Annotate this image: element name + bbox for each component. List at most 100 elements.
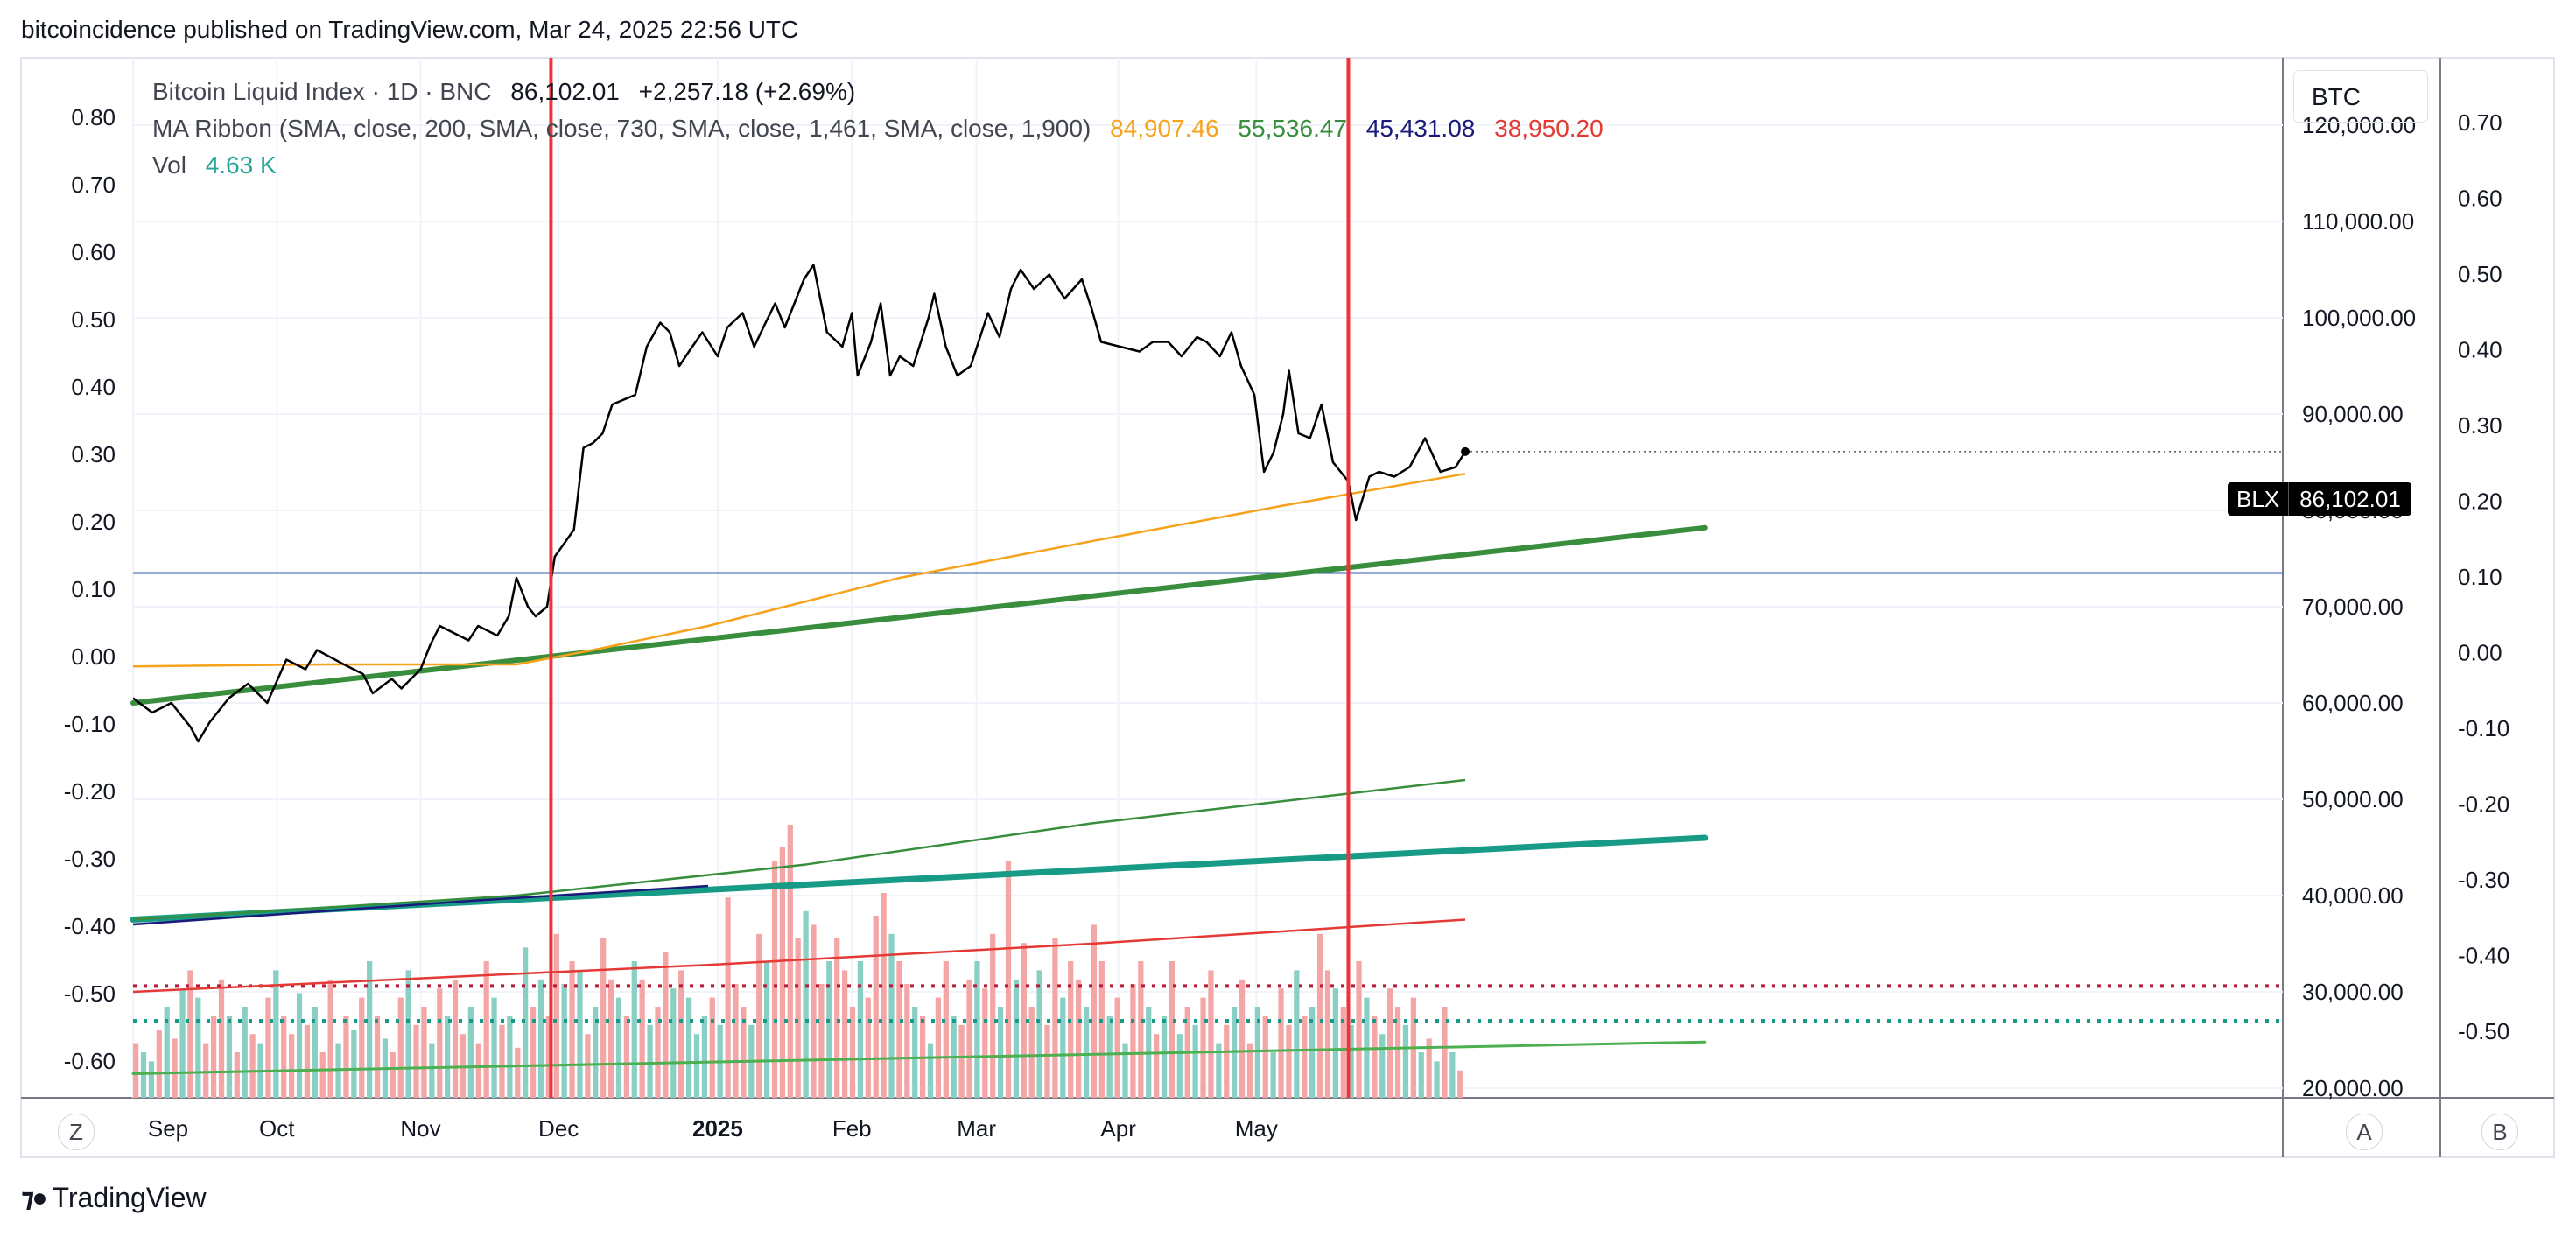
volume-bar	[553, 933, 559, 1098]
price-line	[132, 264, 1467, 743]
volume-bar	[148, 1061, 155, 1098]
volume-bar	[811, 924, 817, 1098]
volume-bar	[881, 893, 887, 1098]
zoom-reset-button[interactable]: Z	[58, 1114, 95, 1150]
volume-bar	[312, 1007, 318, 1098]
legend-symbol[interactable]: Bitcoin Liquid Index · 1D · BNC	[152, 78, 492, 105]
volume-bar	[1434, 1061, 1440, 1098]
volume-bar	[1387, 988, 1393, 1098]
left-tick-label: -0.20	[64, 778, 116, 805]
scale-b-button[interactable]: B	[2481, 1114, 2518, 1150]
volume-bar	[390, 1052, 396, 1098]
volume-bar	[429, 1043, 435, 1098]
volume-bar	[693, 1034, 700, 1098]
legend-ma-row: MA Ribbon (SMA, close, 200, SMA, close, …	[152, 115, 1616, 143]
tradingview-brand: TradingView	[52, 1182, 207, 1213]
volume-bar	[367, 961, 373, 1098]
volume-bar	[685, 997, 692, 1098]
vertical-markers	[549, 58, 1351, 1098]
volume-bar	[1340, 1007, 1346, 1098]
volume-bar	[763, 961, 770, 1098]
volume-bar	[374, 1016, 381, 1098]
volume-bar	[1302, 1016, 1308, 1098]
ma-ribbon	[132, 472, 1466, 994]
volume-bar	[1200, 997, 1206, 1098]
volume-bar	[1224, 1024, 1230, 1098]
volume-bar	[1418, 1052, 1424, 1098]
volume-bar	[1169, 961, 1176, 1098]
volume-bar	[289, 1034, 295, 1098]
volume-bar	[1348, 1024, 1354, 1098]
volume-bar	[607, 979, 614, 1098]
volume-bar	[1028, 1007, 1035, 1098]
ma-line	[132, 918, 1466, 994]
volume-bar	[351, 1030, 357, 1098]
far-right-tick-label: 0.40	[2458, 337, 2502, 363]
volume-bar	[741, 1007, 747, 1098]
trend-line	[131, 1040, 1707, 1075]
volume-bar	[1442, 1007, 1448, 1098]
volume-bar	[234, 1052, 240, 1098]
volume-bar	[701, 1016, 707, 1098]
ma-line	[132, 472, 1466, 668]
price-series	[132, 264, 2283, 743]
left-tick-label: -0.40	[64, 913, 116, 939]
far-right-tick-label: -0.40	[2458, 943, 2509, 969]
tradingview-mark-icon: ⁊●	[21, 1184, 47, 1212]
volume-bar	[359, 997, 365, 1098]
legend-ma-label[interactable]: MA Ribbon (SMA, close, 200, SMA, close, …	[152, 115, 1091, 142]
volume-bar	[958, 1024, 965, 1098]
volume-bar	[1098, 961, 1105, 1098]
last-price-tag: BLX 86,102.01	[2228, 482, 2411, 516]
time-tick-label: May	[1235, 1115, 1278, 1142]
currency-label[interactable]: BTC	[2293, 70, 2428, 123]
volume-bar	[1309, 1007, 1316, 1098]
legend-vol-label[interactable]: Vol	[152, 151, 186, 179]
price-tick-label: 100,000.00	[2302, 305, 2416, 331]
price-tick-label: 70,000.00	[2302, 594, 2404, 620]
volume-bar	[1426, 1038, 1432, 1098]
volume-bar	[1076, 979, 1082, 1098]
volume-bar	[577, 970, 583, 1098]
volume-bar	[1091, 924, 1098, 1098]
legend-ma-value-4: 38,950.20	[1494, 115, 1604, 142]
volume-bar	[273, 970, 279, 1098]
volume-bar	[452, 979, 459, 1098]
volume-bar	[1106, 1016, 1113, 1098]
volume-bar	[818, 984, 825, 1098]
volume-bar	[779, 847, 786, 1098]
volume-bar	[265, 997, 271, 1098]
volume-bar	[304, 1024, 311, 1098]
left-tick-label: -0.50	[64, 980, 116, 1007]
volume-bar	[133, 1043, 139, 1098]
left-tick-label: 0.10	[71, 576, 116, 602]
legend-ma-value-2: 55,536.47	[1238, 115, 1347, 142]
volume-bar	[1176, 1034, 1183, 1098]
volume-bar	[997, 1007, 1004, 1098]
volume-bar	[1192, 1024, 1198, 1098]
tradingview-logo[interactable]: ⁊● TradingView	[21, 1182, 207, 1214]
far-right-tick-label: 0.30	[2458, 412, 2502, 439]
legend-vol-row: Vol 4.63 K	[152, 151, 289, 179]
volume-bar	[1294, 970, 1300, 1098]
auto-scale-button[interactable]: A	[2346, 1114, 2383, 1150]
time-tick-label: Mar	[957, 1115, 996, 1142]
volume-bar	[421, 1007, 427, 1098]
volume-bar	[756, 933, 762, 1098]
volume-bar	[296, 993, 303, 1098]
volume-bar	[600, 938, 607, 1098]
legend-ma-value-3: 45,431.08	[1365, 115, 1476, 142]
volume-bar	[1270, 1052, 1276, 1098]
left-tick-label: 0.80	[71, 104, 116, 130]
volume-bar	[623, 1016, 629, 1098]
volume-bar	[912, 1007, 918, 1098]
price-tag-symbol: BLX	[2228, 482, 2289, 516]
volume-bar	[841, 970, 848, 1098]
time-tick-label: Feb	[832, 1115, 872, 1142]
volume-bar	[725, 897, 731, 1098]
far-right-tick-label: -0.50	[2458, 1018, 2509, 1044]
volume-bar	[405, 970, 411, 1098]
volume-bar	[1083, 1007, 1090, 1098]
legend-change: +2,257.18 (+2.69%)	[638, 78, 856, 105]
